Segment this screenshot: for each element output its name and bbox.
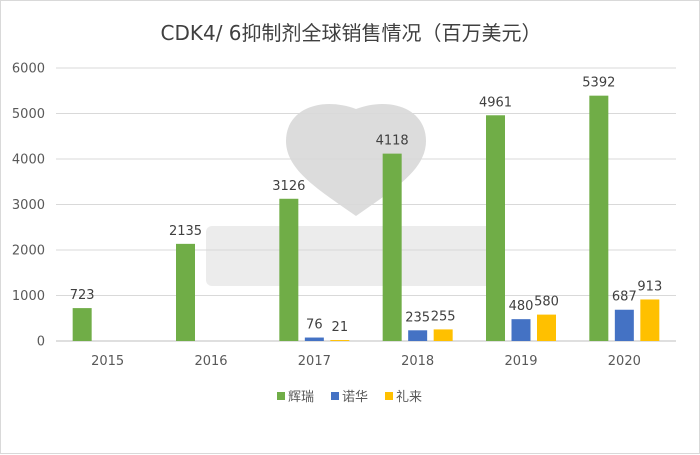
bar-诺华-2018	[408, 330, 428, 341]
data-label: 235	[405, 310, 430, 325]
data-label: 687	[612, 290, 637, 305]
data-label: 580	[534, 295, 559, 310]
y-tick-label: 4000	[12, 153, 45, 168]
bar-礼来-2017	[330, 340, 350, 341]
data-label: 76	[306, 318, 323, 333]
data-label: 21	[332, 320, 349, 335]
x-tick-label: 2018	[401, 354, 434, 369]
bar-辉瑞-2019	[486, 115, 505, 341]
legend-swatch-诺华	[331, 392, 339, 400]
bar-辉瑞-2020	[589, 95, 609, 341]
bar-诺华-2020	[614, 309, 634, 341]
x-axis: 2015 2016 2017 2018 2019 2020	[91, 354, 641, 369]
legend: 辉瑞 诺华 礼来	[277, 389, 422, 405]
x-tick-label: 2020	[608, 354, 641, 369]
bar-诺华-2019	[511, 319, 531, 341]
data-label: 4118	[376, 134, 409, 149]
bars	[72, 95, 660, 341]
bar-诺华-2017	[304, 337, 324, 341]
chart-title: CDK4/ 6抑制剂全球销售情况（百万美元）	[160, 21, 541, 45]
y-tick-label: 2000	[12, 244, 45, 259]
y-tick-label: 1000	[12, 289, 45, 304]
data-label: 723	[70, 288, 95, 303]
watermark-logo	[206, 104, 496, 286]
data-label: 3126	[272, 179, 305, 194]
data-label: 255	[431, 309, 456, 324]
y-tick-label: 0	[37, 335, 45, 350]
legend-label: 礼来	[396, 389, 422, 405]
legend-swatch-辉瑞	[277, 392, 285, 400]
data-label: 480	[509, 299, 534, 314]
x-tick-label: 2019	[504, 354, 537, 369]
data-label: 5392	[582, 76, 615, 91]
y-tick-label: 5000	[12, 107, 45, 122]
bar-辉瑞-2016	[176, 243, 195, 341]
bar-礼来-2018	[433, 329, 453, 341]
data-label: 2135	[169, 224, 202, 239]
bar-辉瑞-2017	[279, 198, 299, 341]
bar-辉瑞-2018	[382, 153, 402, 341]
y-tick-label: 6000	[12, 62, 45, 77]
y-axis: 0 1000 2000 3000 4000 5000 6000	[12, 62, 45, 350]
y-tick-label: 3000	[12, 198, 45, 213]
bar-辉瑞-2015	[72, 308, 92, 341]
legend-swatch-礼来	[385, 392, 393, 400]
legend-label: 辉瑞	[288, 390, 314, 405]
x-tick-label: 2016	[194, 354, 227, 369]
bar-礼来-2020	[640, 299, 660, 341]
x-tick-label: 2017	[298, 354, 331, 369]
x-tick-label: 2015	[91, 354, 124, 369]
bar-礼来-2019	[537, 314, 556, 341]
gridlines	[56, 67, 676, 342]
data-labels: 723 2135 3126 4118 4961 5392 76 235 480 687 21 255 5…	[70, 76, 662, 335]
data-label: 4961	[479, 95, 512, 110]
data-label: 913	[637, 279, 662, 294]
legend-label: 诺华	[342, 390, 368, 405]
